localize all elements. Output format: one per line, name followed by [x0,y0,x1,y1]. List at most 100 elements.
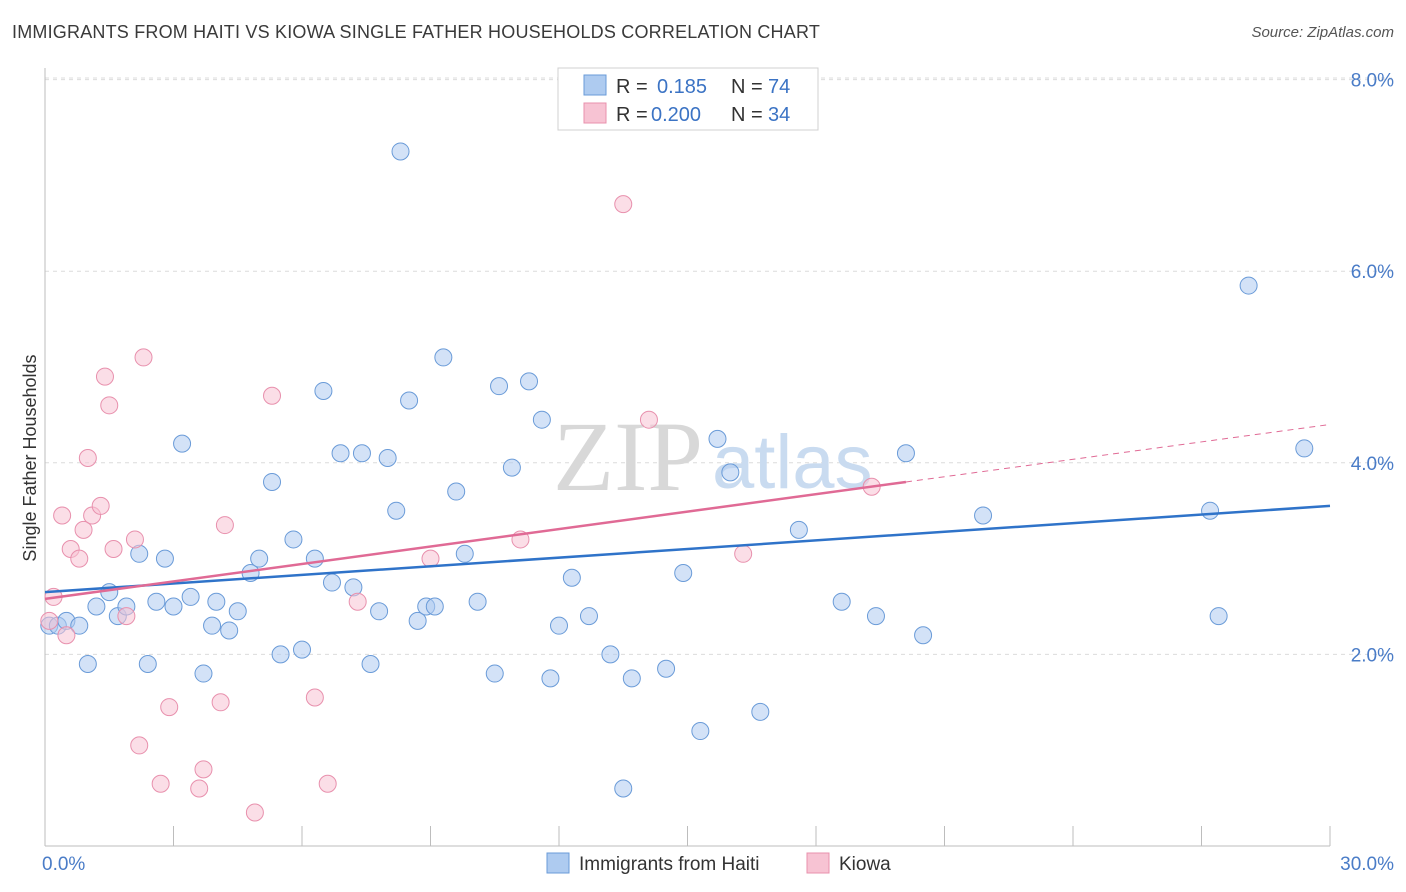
point-blue-59 [674,563,693,582]
point-blue-36 [387,501,406,520]
point-blue-52 [550,616,568,635]
point-pink-32 [734,544,753,563]
point-blue-48 [502,458,521,477]
point-blue-29 [322,573,341,592]
point-blue-39 [408,611,427,630]
point-blue-38 [400,391,419,410]
point-blue-15 [181,587,200,606]
y-tick-label-3: 8.0% [1351,71,1394,92]
legend-n-label-pink: N = [731,104,763,126]
point-blue-53 [562,568,581,587]
point-pink-19 [190,779,209,798]
point-blue-63 [751,702,770,721]
point-blue-64 [789,520,808,539]
bottom-legend-label-haiti: Immigrants from Haiti [579,854,760,875]
point-blue-44 [455,544,474,563]
point-pink-28 [421,549,440,568]
point-pink-20 [194,760,213,779]
point-blue-66 [866,607,885,626]
trend-layer [44,423,1331,601]
bottom-legend: Immigrants from Haiti Kiowa [546,852,891,875]
point-blue-62 [721,463,740,482]
point-pink-25 [305,688,324,707]
point-blue-12 [155,549,174,568]
point-pink-27 [348,592,367,611]
point-pink-7 [78,449,97,468]
legend-r-label-blue: R = [616,76,648,98]
point-pink-23 [245,803,264,822]
point-pink-22 [215,516,234,535]
point-blue-43 [447,482,466,501]
point-pink-5 [70,549,89,568]
point-blue-16 [194,664,213,683]
point-blue-56 [614,779,633,798]
point-pink-24 [263,386,282,405]
point-blue-17 [203,616,222,635]
legend-n-label-blue: N = [731,76,763,98]
point-blue-68 [914,626,933,645]
point-pink-15 [130,736,149,755]
point-blue-42 [434,348,453,367]
legend: R = 0.185 N = 74 R = 0.200 N = 34 [557,67,819,131]
point-blue-28 [314,381,333,400]
point-blue-67 [896,444,915,463]
point-pink-9 [91,496,110,515]
point-blue-60 [691,722,710,741]
point-blue-13 [164,597,183,616]
point-blue-50 [532,410,551,429]
point-blue-70 [1201,501,1220,520]
source-credit: Source: ZipAtlas.com [1251,24,1394,41]
watermark-atlas: atlas [712,420,873,505]
watermark: ZIP atlas [553,401,873,512]
point-blue-55 [601,645,620,664]
point-blue-57 [622,669,641,688]
point-pink-31 [639,410,658,429]
y-axis-title: Single Father Households [20,354,40,561]
point-blue-22 [250,549,269,568]
point-blue-41 [425,597,444,616]
point-pink-16 [134,348,153,367]
x-tick-label-end: 30.0% [1340,854,1394,875]
point-blue-30 [331,444,350,463]
point-blue-23 [263,472,282,491]
point-blue-32 [352,444,371,463]
y-tick-label-1: 4.0% [1351,454,1394,475]
bottom-legend-swatch-haiti [546,852,570,874]
bottom-legend-label-kiowa: Kiowa [839,854,891,875]
point-blue-10 [138,654,157,673]
point-pink-6 [74,520,93,539]
y-tick-label-2: 6.0% [1351,262,1394,283]
point-blue-54 [579,607,598,626]
point-pink-2 [53,506,72,525]
point-blue-27 [305,549,324,568]
legend-n-value-pink: 34 [768,104,790,126]
axis-layer: 2.0% 4.0% 6.0% 8.0% 0.0% 30.0% [42,68,1394,875]
point-blue-24 [271,645,290,664]
point-blue-14 [173,434,192,453]
legend-r-value-blue: 0.185 [657,76,707,98]
point-pink-21 [211,693,230,712]
watermark-zip: ZIP [553,401,703,512]
point-pink-3 [57,626,76,645]
point-pink-10 [95,367,114,386]
legend-swatch-pink [583,102,607,124]
point-pink-13 [117,607,136,626]
point-pink-0 [40,611,59,630]
point-blue-46 [485,664,504,683]
point-blue-11 [147,592,166,611]
point-pink-11 [100,396,119,415]
point-blue-33 [361,654,380,673]
point-blue-37 [391,142,410,161]
bottom-legend-swatch-kiowa [806,852,830,874]
point-blue-49 [520,372,539,391]
points-layer [40,142,1314,822]
point-pink-17 [151,774,170,793]
point-pink-18 [160,698,179,717]
point-blue-47 [490,377,509,396]
x-tick-label-start: 0.0% [42,854,85,875]
point-blue-5 [87,597,106,616]
point-blue-61 [708,429,727,448]
point-blue-69 [974,506,993,525]
trend-line-pink [44,480,907,601]
